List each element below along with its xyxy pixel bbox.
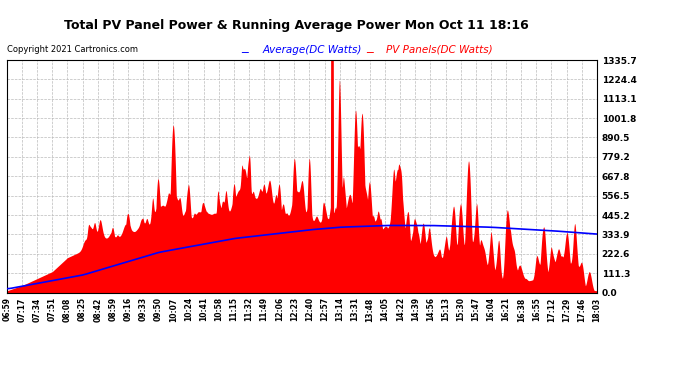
Text: ─: ─ [241,47,248,57]
Text: Copyright 2021 Cartronics.com: Copyright 2021 Cartronics.com [7,45,138,54]
Text: PV Panels(DC Watts): PV Panels(DC Watts) [386,45,493,55]
Text: Total PV Panel Power & Running Average Power Mon Oct 11 18:16: Total PV Panel Power & Running Average P… [64,19,529,32]
Text: Average(DC Watts): Average(DC Watts) [262,45,362,55]
Text: ─: ─ [366,47,373,57]
